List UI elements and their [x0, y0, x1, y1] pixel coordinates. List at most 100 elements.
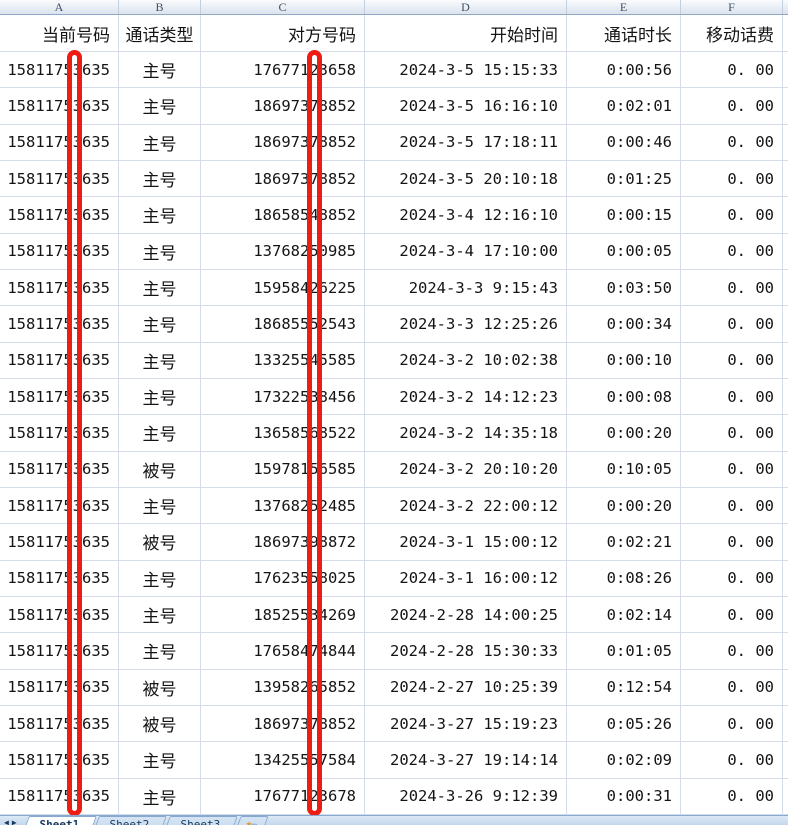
cell-start-time[interactable]: 2024-3-26 9:12:39 [365, 778, 567, 815]
cell-call-duration[interactable]: 0:03:50 [567, 269, 681, 307]
cell-call-type[interactable]: 主号 [119, 596, 201, 634]
cell-other-party-number[interactable]: 18697378852 [201, 88, 365, 125]
cell-call-type[interactable]: 主号 [119, 197, 201, 234]
cell-call-duration[interactable]: 0:00:20 [567, 487, 681, 525]
cell-call-type[interactable]: 主号 [119, 415, 201, 452]
cell-start-time[interactable]: 2024-3-4 17:10:00 [365, 233, 567, 270]
cell-start-time[interactable]: 2024-3-5 16:16:10 [365, 88, 567, 125]
cell-start-time[interactable]: 2024-3-3 9:15:43 [365, 269, 567, 307]
cell-call-duration[interactable]: 0:02:14 [567, 596, 681, 634]
cell-other-party-number[interactable]: 18697378852 [201, 705, 365, 743]
column-letter-b[interactable]: B [119, 0, 201, 14]
cell-start-time[interactable]: 2024-3-3 12:25:26 [365, 306, 567, 343]
cell-call-type[interactable]: 主号 [119, 633, 201, 670]
cell-other-party-number[interactable]: 18697378852 [201, 124, 365, 161]
cell-call-duration[interactable]: 0:12:54 [567, 669, 681, 706]
cell-current-number[interactable]: 15811753635 [0, 451, 119, 488]
cell-other-party-number[interactable]: 13768252485 [201, 487, 365, 525]
cell-other-party-number[interactable]: 17677123658 [201, 52, 365, 89]
cell-mobile-charge[interactable]: 0. 00 [681, 633, 783, 670]
cell-call-type[interactable]: 主号 [119, 269, 201, 307]
cell-start-time[interactable]: 2024-3-1 16:00:12 [365, 560, 567, 597]
cell-call-duration[interactable]: 0:00:20 [567, 415, 681, 452]
cell-current-number[interactable]: 15811753635 [0, 378, 119, 416]
cell-other-party-number[interactable]: 18685552543 [201, 306, 365, 343]
cell-other-party-number[interactable]: 18697398872 [201, 524, 365, 561]
cell-current-number[interactable]: 15811753635 [0, 124, 119, 161]
cell-mobile-charge[interactable]: 0. 00 [681, 451, 783, 488]
header-cell-mobile-charge[interactable]: 移动话费 [681, 15, 783, 52]
tab-sheet2[interactable]: Sheet2 [91, 816, 167, 825]
cell-call-type[interactable]: 主号 [119, 88, 201, 125]
cell-other-party-number[interactable]: 13325545585 [201, 342, 365, 379]
cell-call-type[interactable]: 主号 [119, 742, 201, 779]
cell-current-number[interactable]: 15811753635 [0, 669, 119, 706]
cell-call-duration[interactable]: 0:00:15 [567, 197, 681, 234]
cell-call-type[interactable]: 主号 [119, 378, 201, 416]
cell-call-duration[interactable]: 0:00:10 [567, 342, 681, 379]
column-letter-d[interactable]: D [365, 0, 567, 14]
cell-mobile-charge[interactable]: 0. 00 [681, 160, 783, 198]
cell-start-time[interactable]: 2024-3-1 15:00:12 [365, 524, 567, 561]
cell-mobile-charge[interactable]: 0. 00 [681, 306, 783, 343]
cell-other-party-number[interactable]: 17658474844 [201, 633, 365, 670]
cell-start-time[interactable]: 2024-3-2 14:12:23 [365, 378, 567, 416]
cell-mobile-charge[interactable]: 0. 00 [681, 560, 783, 597]
cell-current-number[interactable]: 15811753635 [0, 269, 119, 307]
cell-start-time[interactable]: 2024-3-2 10:02:38 [365, 342, 567, 379]
cell-call-type[interactable]: 主号 [119, 560, 201, 597]
cell-call-type[interactable]: 主号 [119, 306, 201, 343]
cell-mobile-charge[interactable]: 0. 00 [681, 197, 783, 234]
cell-mobile-charge[interactable]: 0. 00 [681, 415, 783, 452]
column-letter-e[interactable]: E [567, 0, 681, 14]
cell-call-duration[interactable]: 0:00:31 [567, 778, 681, 815]
cell-mobile-charge[interactable]: 0. 00 [681, 342, 783, 379]
cell-call-duration[interactable]: 0:10:05 [567, 451, 681, 488]
cell-start-time[interactable]: 2024-3-4 12:16:10 [365, 197, 567, 234]
cell-mobile-charge[interactable]: 0. 00 [681, 52, 783, 89]
cell-call-type[interactable]: 被号 [119, 451, 201, 488]
cell-call-duration[interactable]: 0:01:25 [567, 160, 681, 198]
cell-call-type[interactable]: 被号 [119, 669, 201, 706]
cell-mobile-charge[interactable]: 0. 00 [681, 742, 783, 779]
cell-call-duration[interactable]: 0:08:26 [567, 560, 681, 597]
cell-other-party-number[interactable]: 13425557584 [201, 742, 365, 779]
cell-call-duration[interactable]: 0:00:08 [567, 378, 681, 416]
cell-other-party-number[interactable]: 15978156585 [201, 451, 365, 488]
cell-current-number[interactable]: 15811753635 [0, 160, 119, 198]
cell-current-number[interactable]: 15811753635 [0, 633, 119, 670]
cell-mobile-charge[interactable]: 0. 00 [681, 705, 783, 743]
cell-current-number[interactable]: 15811753635 [0, 306, 119, 343]
cell-current-number[interactable]: 15811753635 [0, 778, 119, 815]
column-letter-f[interactable]: F [681, 0, 783, 14]
cell-start-time[interactable]: 2024-3-5 17:18:11 [365, 124, 567, 161]
cell-current-number[interactable]: 15811753635 [0, 524, 119, 561]
cell-start-time[interactable]: 2024-3-2 14:35:18 [365, 415, 567, 452]
cell-current-number[interactable]: 15811753635 [0, 415, 119, 452]
cell-mobile-charge[interactable]: 0. 00 [681, 88, 783, 125]
cell-call-type[interactable]: 主号 [119, 233, 201, 270]
header-cell-other-party-number[interactable]: 对方号码 [201, 15, 365, 52]
cell-start-time[interactable]: 2024-3-5 15:15:33 [365, 52, 567, 89]
column-letter-a[interactable]: A [0, 0, 119, 14]
cell-other-party-number[interactable]: 13658568522 [201, 415, 365, 452]
cell-mobile-charge[interactable]: 0. 00 [681, 669, 783, 706]
tab-sheet3[interactable]: Sheet3 [162, 816, 238, 825]
cell-mobile-charge[interactable]: 0. 00 [681, 233, 783, 270]
cell-call-type[interactable]: 主号 [119, 160, 201, 198]
cell-current-number[interactable]: 15811753635 [0, 52, 119, 89]
cell-mobile-charge[interactable]: 0. 00 [681, 487, 783, 525]
cell-current-number[interactable]: 15811753635 [0, 742, 119, 779]
cell-start-time[interactable]: 2024-3-2 20:10:20 [365, 451, 567, 488]
cell-other-party-number[interactable]: 18697378852 [201, 160, 365, 198]
cell-call-type[interactable]: 主号 [119, 778, 201, 815]
cell-mobile-charge[interactable]: 0. 00 [681, 778, 783, 815]
cell-call-type[interactable]: 被号 [119, 705, 201, 743]
insert-worksheet-tab[interactable]: ✱▭ [233, 816, 269, 825]
cell-mobile-charge[interactable]: 0. 00 [681, 378, 783, 416]
cell-current-number[interactable]: 15811753635 [0, 88, 119, 125]
cell-start-time[interactable]: 2024-3-2 22:00:12 [365, 487, 567, 525]
cell-call-type[interactable]: 主号 [119, 342, 201, 379]
cell-start-time[interactable]: 2024-3-5 20:10:18 [365, 160, 567, 198]
cell-call-duration[interactable]: 0:02:09 [567, 742, 681, 779]
